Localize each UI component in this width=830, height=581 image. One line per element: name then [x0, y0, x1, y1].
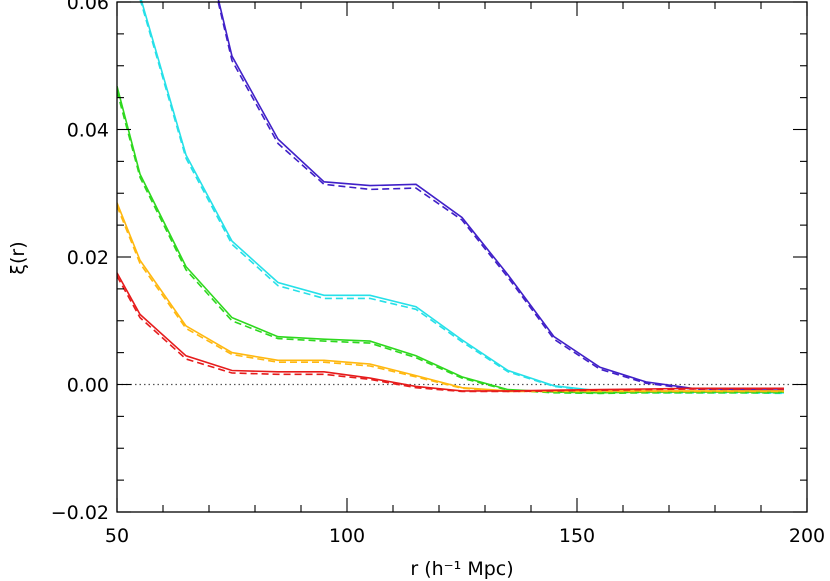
y-axis-title: ξ(r) [7, 241, 29, 274]
x-axis-title: r (h⁻¹ Mpc) [410, 558, 513, 580]
series-0-solid-line [217, 0, 785, 391]
y-tick-label: 0.00 [67, 375, 109, 397]
series-0-dashed-line [217, 1, 785, 393]
series-4-solid-line [117, 272, 784, 392]
x-tick-label: 200 [789, 525, 825, 547]
plot-frame [116, 1, 808, 513]
y-tick-label: 0.06 [67, 0, 109, 14]
y-tick-label: 0.02 [67, 247, 109, 269]
x-tick-label: 50 [105, 525, 129, 547]
series-1-solid-line [140, 0, 785, 394]
ticks-layer: 50 100 150 200 −0.02 0.00 0.02 0.04 0.06 [51, 0, 825, 547]
series-1-dashed-line [139, 0, 785, 395]
series-3-dashed-line [117, 205, 784, 393]
series-2-dashed-line [117, 90, 784, 395]
x-tick-label: 100 [329, 525, 365, 547]
series-layer [117, 0, 807, 395]
series-2-solid-line [117, 85, 784, 394]
x-tick-label: 150 [559, 525, 595, 547]
y-tick-label: −0.02 [51, 502, 109, 524]
series-3-solid-line [117, 202, 784, 392]
y-tick-label: 0.04 [67, 120, 109, 142]
